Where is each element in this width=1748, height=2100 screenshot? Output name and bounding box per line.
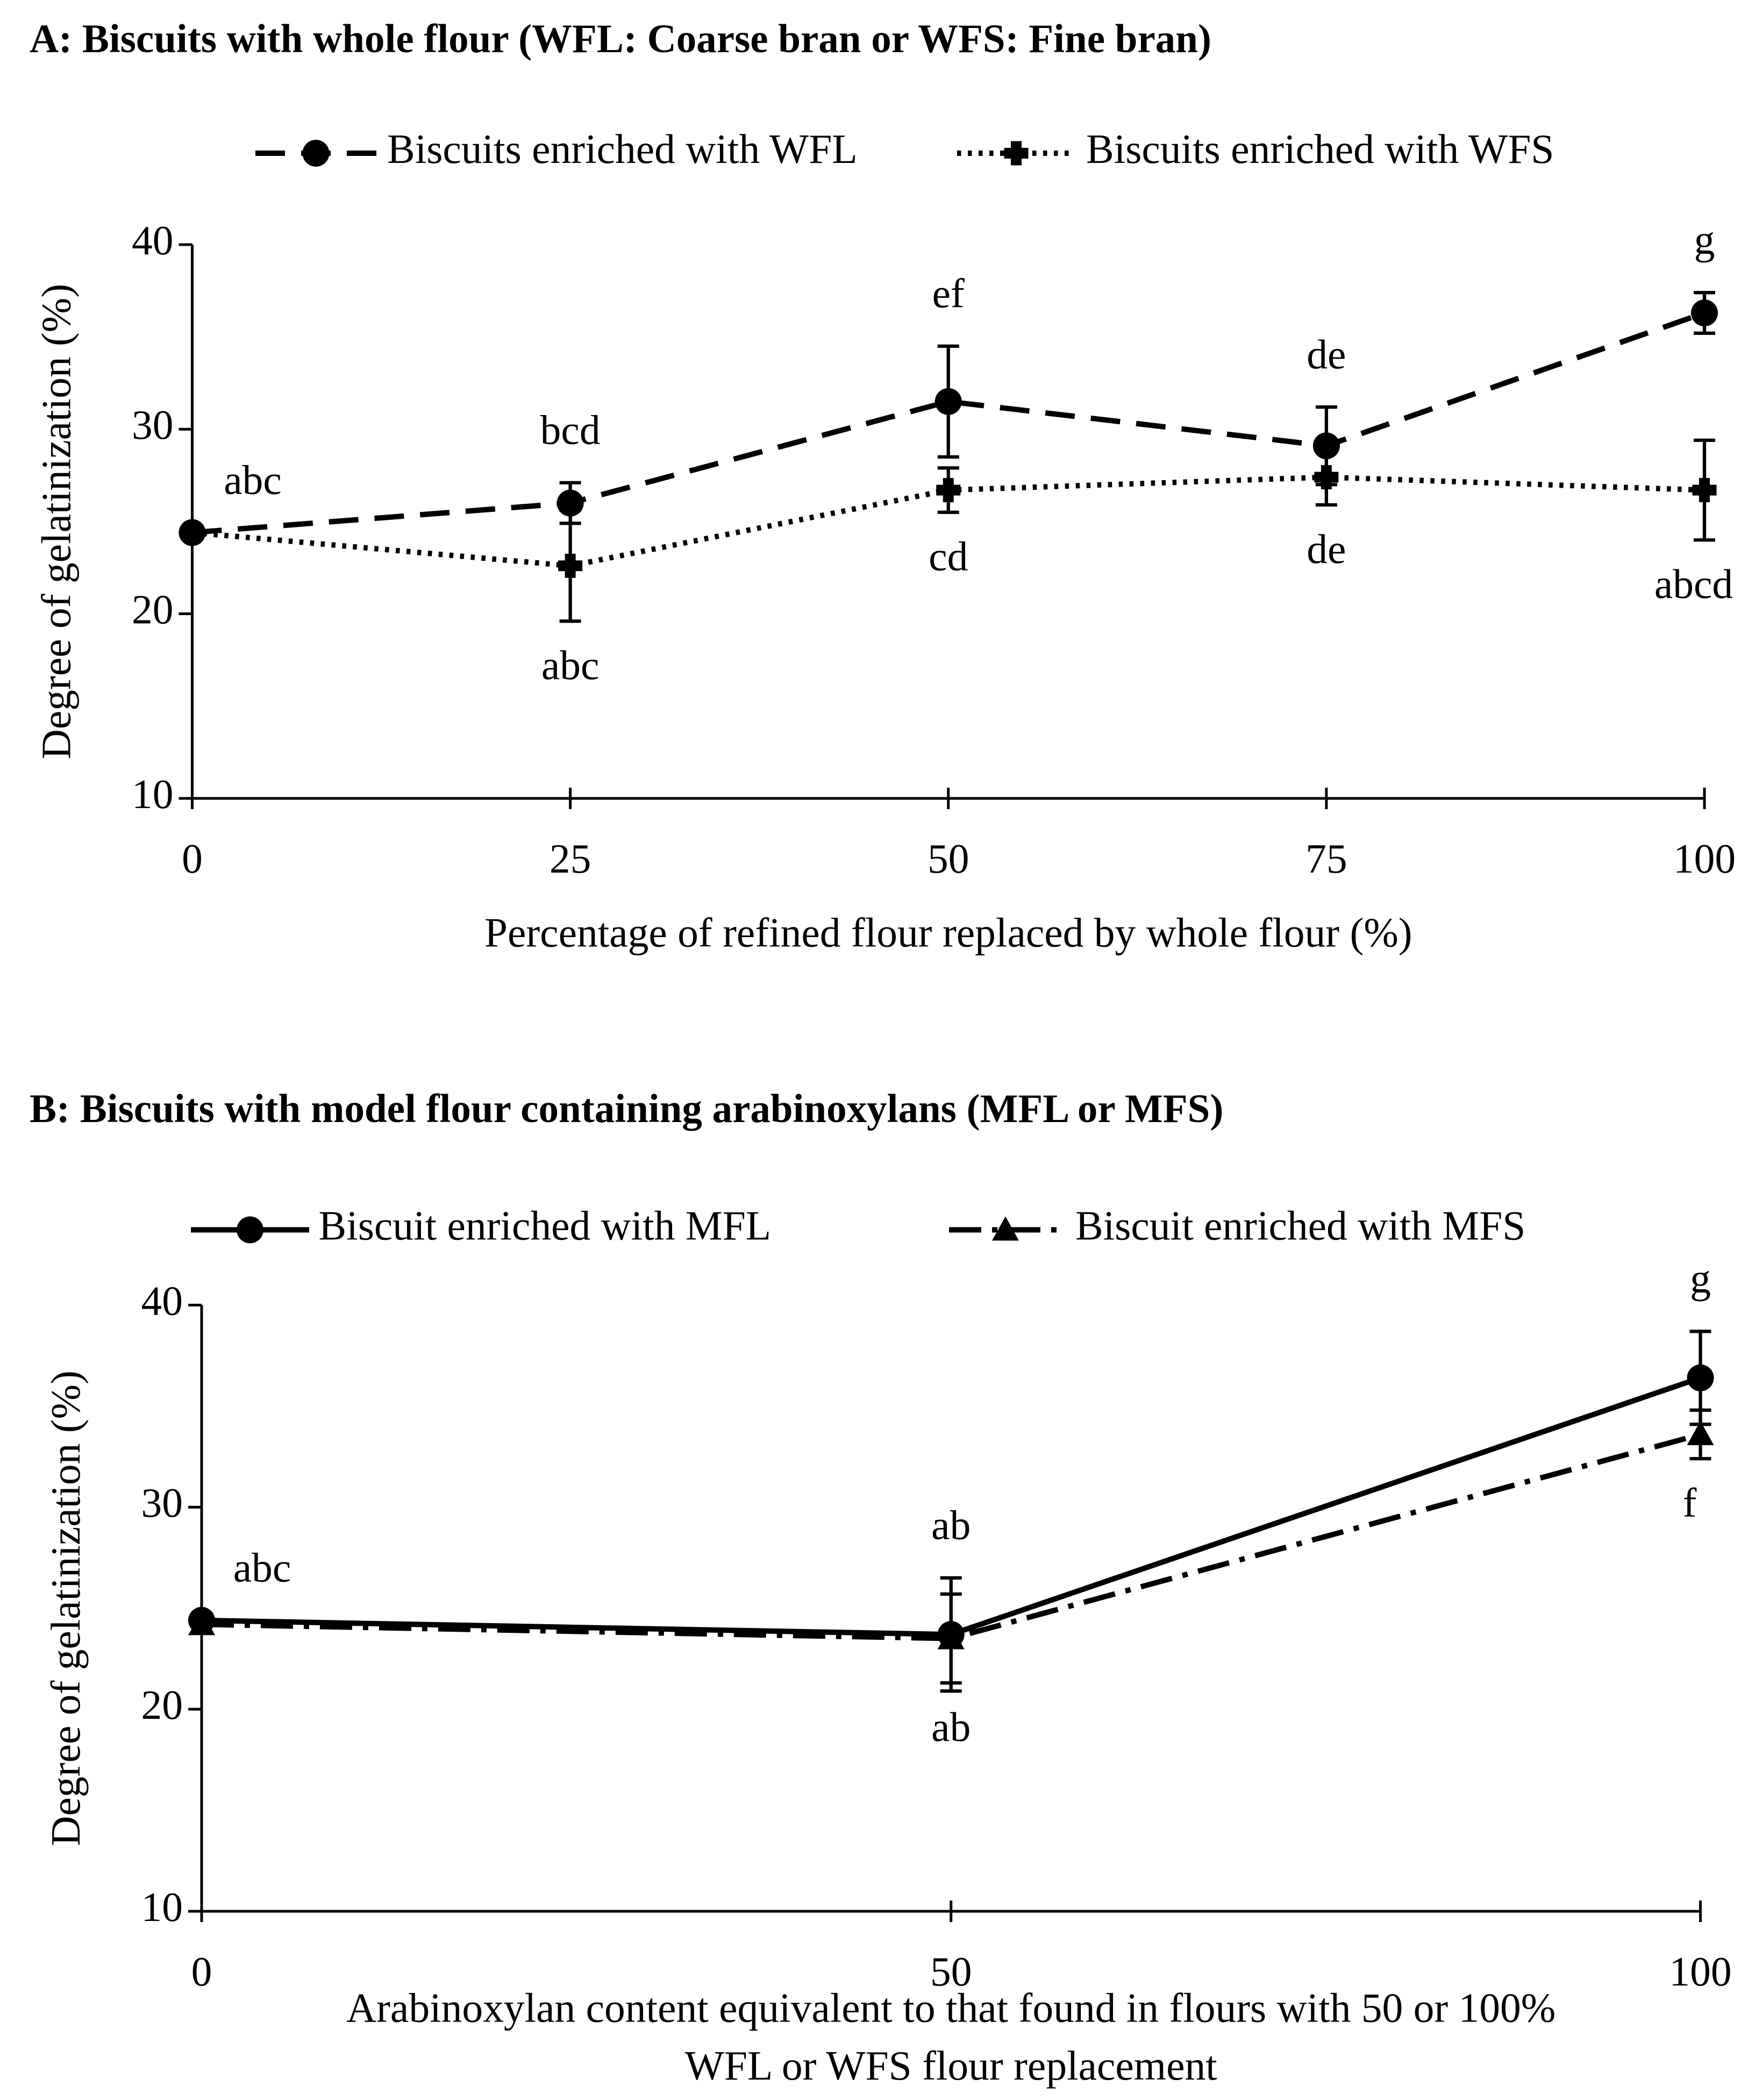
x-tick-label: 50 <box>927 835 969 882</box>
y-tick-label: 40 <box>132 217 174 263</box>
significance-label: de <box>1307 526 1346 572</box>
marker <box>1687 1421 1714 1446</box>
series-line <box>192 310 1706 535</box>
significance-label: abc <box>224 456 282 503</box>
significance-label: g <box>1694 217 1715 263</box>
marker <box>558 553 583 578</box>
marker <box>1687 1364 1714 1391</box>
legend-marker <box>992 1216 1019 1241</box>
y-tick-label: 30 <box>132 402 174 448</box>
significance-label: abc <box>233 1545 291 1591</box>
chart-title: B: Biscuits with model flour containing … <box>30 1087 1223 1131</box>
marker <box>180 520 204 545</box>
legend-marker <box>237 1216 263 1244</box>
y-tick-label: 40 <box>141 1277 183 1324</box>
significance-label: bcd <box>540 407 601 453</box>
legend-label: Biscuits enriched with WFS <box>1086 126 1554 172</box>
x-axis-title: WFL or WFS flour replacement <box>685 2042 1217 2089</box>
marker <box>188 1611 215 1635</box>
significance-label: ef <box>932 270 965 317</box>
significance-label: de <box>1307 331 1346 377</box>
y-axis-title: Degree of gelatinization (%) <box>42 1370 89 1846</box>
significance-label: cd <box>929 533 968 580</box>
y-tick-label: 30 <box>141 1480 183 1526</box>
legend-label: Biscuit enriched with MFL <box>319 1202 772 1248</box>
chart-title: A: Biscuits with whole flour (WFL: Coars… <box>30 17 1211 61</box>
x-tick-label: 50 <box>930 1948 972 1995</box>
legend-label: Biscuits enriched with WFL <box>387 126 858 172</box>
x-tick-label: 100 <box>1669 1948 1731 1995</box>
marker <box>1314 465 1339 490</box>
y-tick-label: 20 <box>132 586 174 632</box>
x-axis-title: Percentage of refined flour replaced by … <box>484 909 1412 955</box>
x-axis-title: Arabinoxylan content equivalent to that … <box>346 1984 1556 2031</box>
significance-label: abc <box>541 642 600 688</box>
significance-label: abcd <box>1654 561 1733 607</box>
marker <box>1312 432 1340 460</box>
marker <box>936 478 961 503</box>
significance-label: f <box>1683 1480 1697 1526</box>
significance-label: ab <box>931 1704 971 1750</box>
marker <box>937 1625 965 1649</box>
y-axis-title: Degree of gelatinization (%) <box>33 284 79 759</box>
marker <box>934 388 962 415</box>
y-tick-label: 20 <box>141 1682 183 1728</box>
y-tick-label: 10 <box>141 1884 183 1930</box>
significance-label: g <box>1690 1255 1711 1302</box>
x-tick-label: 100 <box>1673 835 1736 882</box>
significance-label: ab <box>931 1502 971 1548</box>
x-tick-label: 0 <box>182 835 203 882</box>
x-tick-label: 75 <box>1305 835 1347 882</box>
marker <box>1692 478 1717 503</box>
legend-marker <box>1004 141 1029 166</box>
legend-label: Biscuit enriched with MFS <box>1075 1202 1525 1248</box>
legend-marker <box>302 140 330 167</box>
x-tick-label: 0 <box>191 1948 212 1995</box>
marker <box>1691 299 1718 327</box>
series-line <box>201 1432 1701 1641</box>
x-tick-label: 25 <box>550 835 591 882</box>
y-tick-label: 10 <box>132 771 174 817</box>
